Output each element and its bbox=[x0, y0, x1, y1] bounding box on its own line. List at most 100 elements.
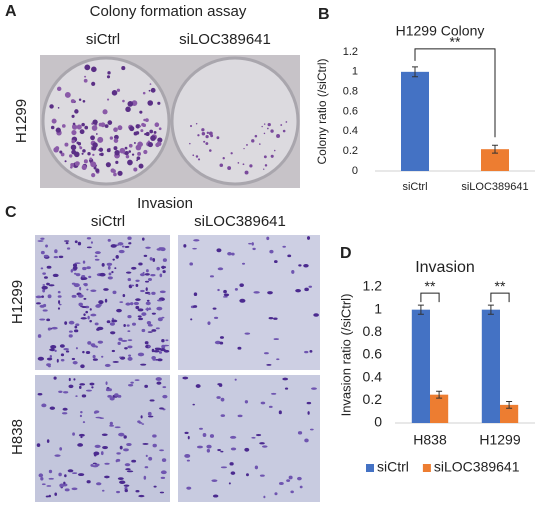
cell bbox=[148, 307, 151, 310]
cell bbox=[291, 269, 295, 274]
cell bbox=[86, 288, 89, 291]
cell bbox=[251, 436, 256, 439]
significance-bracket bbox=[490, 292, 510, 303]
cell bbox=[37, 356, 45, 361]
cell bbox=[46, 318, 51, 322]
cell bbox=[151, 355, 156, 360]
cell bbox=[162, 270, 166, 274]
cell bbox=[155, 347, 162, 351]
cell bbox=[146, 299, 150, 302]
cell bbox=[81, 305, 87, 309]
cell bbox=[128, 354, 132, 357]
colony bbox=[266, 127, 269, 130]
colony bbox=[121, 66, 126, 71]
cell bbox=[156, 381, 162, 385]
colony bbox=[91, 125, 98, 131]
colony bbox=[115, 160, 119, 164]
cell bbox=[288, 475, 293, 480]
cell bbox=[102, 445, 108, 450]
cell bbox=[110, 244, 117, 248]
cell bbox=[129, 242, 132, 245]
cell bbox=[148, 456, 153, 461]
cell bbox=[228, 482, 231, 485]
cell bbox=[156, 266, 160, 271]
cell bbox=[135, 305, 140, 310]
colony bbox=[149, 83, 152, 85]
colony bbox=[83, 159, 88, 164]
colony bbox=[263, 168, 265, 170]
cell bbox=[49, 406, 56, 410]
cell bbox=[126, 324, 130, 327]
cell bbox=[244, 400, 249, 404]
cell bbox=[311, 387, 317, 390]
cell bbox=[148, 293, 151, 296]
colony bbox=[285, 121, 288, 123]
colony bbox=[140, 129, 144, 133]
cell bbox=[57, 295, 62, 298]
cell bbox=[237, 414, 243, 418]
cell bbox=[42, 272, 46, 275]
colony bbox=[92, 119, 98, 125]
cell bbox=[81, 274, 86, 278]
colony bbox=[83, 78, 88, 83]
cell bbox=[189, 262, 193, 266]
cell bbox=[147, 331, 153, 333]
cell bbox=[42, 284, 46, 286]
cell bbox=[287, 254, 292, 258]
cell bbox=[40, 237, 45, 240]
colony bbox=[237, 162, 240, 164]
colony bbox=[127, 101, 134, 107]
cell bbox=[78, 433, 85, 437]
colony bbox=[124, 146, 128, 150]
cell bbox=[142, 443, 149, 445]
cell bbox=[90, 343, 96, 347]
cell bbox=[193, 292, 198, 297]
colony bbox=[139, 110, 143, 114]
cell bbox=[77, 294, 84, 298]
colony bbox=[90, 136, 93, 139]
colony bbox=[125, 106, 131, 113]
column-label: siLOC389641 bbox=[194, 213, 286, 230]
cell bbox=[160, 476, 166, 480]
chart-title: Invasion bbox=[415, 259, 475, 276]
cell bbox=[134, 379, 140, 381]
colony bbox=[111, 90, 118, 96]
cell bbox=[282, 245, 286, 248]
cell bbox=[72, 266, 78, 271]
cell bbox=[74, 325, 78, 329]
colony bbox=[205, 134, 209, 139]
colony bbox=[110, 168, 115, 173]
cell bbox=[151, 291, 156, 295]
cell bbox=[68, 320, 75, 325]
column-label: siCtrl bbox=[91, 213, 125, 230]
cell bbox=[67, 469, 74, 473]
cell bbox=[73, 272, 77, 275]
colony bbox=[57, 107, 60, 109]
colony bbox=[206, 131, 210, 135]
cell bbox=[131, 322, 136, 326]
cell bbox=[68, 377, 71, 382]
cell bbox=[37, 334, 42, 338]
cell bbox=[94, 444, 101, 449]
cell bbox=[207, 321, 211, 325]
cell bbox=[94, 251, 101, 255]
cell bbox=[48, 284, 55, 287]
cell bbox=[126, 442, 132, 447]
cell bbox=[58, 390, 63, 394]
colony bbox=[157, 137, 163, 143]
cell bbox=[306, 401, 312, 405]
cell bbox=[278, 482, 284, 486]
cell bbox=[298, 264, 302, 267]
cell bbox=[118, 249, 125, 254]
cell bbox=[309, 428, 314, 431]
cell bbox=[108, 388, 112, 392]
colony bbox=[137, 141, 143, 148]
colony bbox=[81, 152, 84, 155]
cell bbox=[73, 378, 76, 381]
cell bbox=[217, 288, 220, 292]
cell bbox=[47, 365, 51, 368]
colony bbox=[49, 104, 54, 109]
cell bbox=[77, 241, 82, 246]
cell bbox=[82, 421, 86, 424]
colony bbox=[91, 81, 96, 86]
